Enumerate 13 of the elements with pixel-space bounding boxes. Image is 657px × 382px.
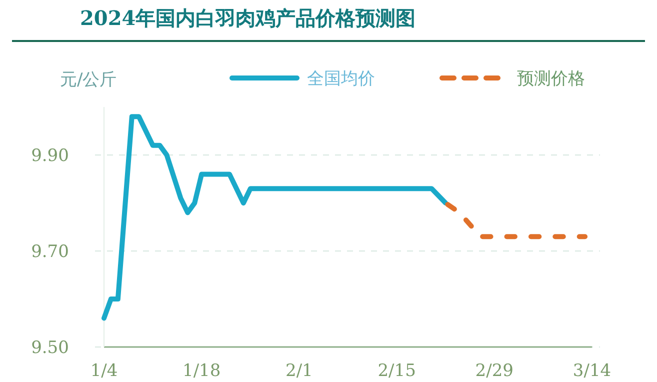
y-tick-label: 9.50 (31, 338, 69, 358)
x-tick-label: 1/18 (182, 361, 221, 381)
x-tick-label: 2/1 (286, 361, 313, 381)
y-axis-title: 元/公斤 (60, 70, 117, 90)
x-tick-label: 1/4 (90, 361, 118, 381)
x-tick-label: 2/15 (378, 361, 416, 381)
y-tick-label: 9.90 (31, 146, 69, 166)
title: 2024年国内白羽肉鸡产品价格预测图 (80, 6, 416, 30)
x-tick-label: 3/14 (572, 361, 612, 381)
legend-label: 预测价格 (517, 69, 585, 89)
x-tick-label: 2/29 (475, 361, 514, 381)
y-tick-label: 9.70 (31, 242, 69, 262)
legend-label: 全国均价 (307, 69, 375, 89)
